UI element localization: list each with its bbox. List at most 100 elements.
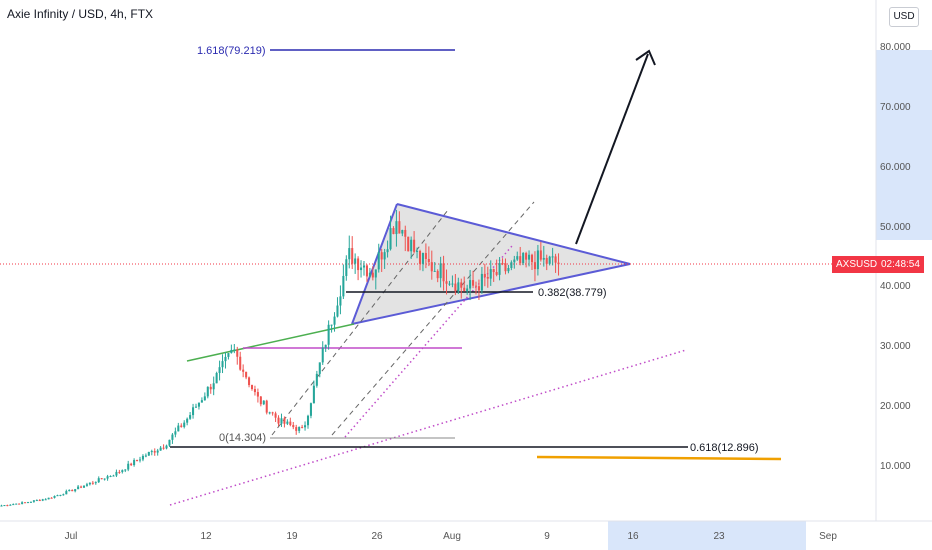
x-tick: Jul [65, 531, 78, 542]
candle-body [321, 347, 324, 363]
arrow-head [635, 49, 656, 66]
price-axis-highlight [876, 50, 932, 240]
candle-body [82, 485, 86, 488]
candle-body [159, 447, 162, 451]
candle-body [268, 412, 271, 414]
candle-body [189, 415, 192, 419]
candle-body [112, 475, 115, 477]
candle-body [516, 256, 519, 260]
candle-body [250, 385, 254, 390]
candle-body [551, 256, 554, 258]
candle-body [100, 478, 103, 480]
time-axis-highlight [608, 521, 806, 550]
candle-body [507, 268, 510, 272]
candle-body [339, 296, 342, 306]
candle-body [457, 282, 460, 292]
candle-body [77, 486, 80, 490]
candle-body [360, 267, 363, 271]
candle-body [44, 499, 47, 501]
candle-body [136, 460, 139, 462]
candle-body [262, 400, 265, 405]
candle-body [168, 439, 171, 446]
candle-body [374, 269, 377, 278]
candle-body [427, 258, 430, 263]
x-tick: Aug [443, 531, 461, 542]
candle-body [153, 451, 156, 453]
candle-body [15, 503, 18, 505]
candle-body [265, 400, 268, 413]
y-tick: 70.000 [880, 102, 911, 113]
dotted-magenta-steep [344, 245, 513, 438]
chart-title: Axie Infinity / USD, 4h, FTX [7, 7, 154, 21]
candle-body [536, 250, 539, 270]
candle-body [371, 272, 374, 278]
candle-body [492, 269, 495, 273]
candle-body [97, 478, 100, 483]
candle-body [56, 495, 59, 497]
candle-body [103, 478, 106, 480]
candle-body [362, 265, 366, 268]
currency-button[interactable]: USD [889, 7, 919, 27]
candle-body [3, 505, 6, 507]
candle-body [392, 228, 395, 235]
candle-body [221, 361, 224, 368]
candle-body [209, 386, 212, 390]
candle-body [274, 413, 277, 418]
candle-body [557, 262, 560, 265]
candle-body [436, 270, 439, 279]
y-tick: 60.000 [880, 162, 911, 173]
candle-body [498, 263, 501, 275]
candle-body [304, 425, 307, 428]
candle-body [439, 263, 442, 279]
candle-body [324, 344, 327, 348]
fib-0-label: 0(14.304) [219, 432, 266, 444]
candle-body [398, 221, 401, 234]
candle-body [38, 500, 41, 502]
candle-body [144, 455, 147, 457]
candle-body [80, 486, 83, 488]
candle-body [539, 250, 542, 260]
candle-body [368, 272, 371, 277]
candle-body [530, 254, 534, 263]
candle-body [12, 504, 15, 506]
candle-body [233, 349, 236, 351]
candle-body [18, 503, 21, 505]
candle-body [242, 369, 245, 372]
candlesticks [0, 209, 560, 507]
candle-body [59, 494, 62, 496]
candle-body [26, 502, 30, 504]
triangle-lower-line [351, 263, 631, 325]
candle-body [35, 500, 38, 502]
candle-body [430, 262, 433, 272]
candle-body [121, 470, 124, 473]
dashed-channel-2 [331, 201, 535, 436]
candle-body [147, 452, 150, 456]
candle-body [141, 455, 144, 460]
candle-body [495, 272, 498, 275]
candle-body [483, 273, 486, 277]
candle-body [525, 253, 528, 260]
candle-body [230, 349, 233, 354]
candle-body [227, 353, 230, 357]
candle-body [88, 482, 91, 485]
candle-body [106, 476, 109, 479]
candle-body [124, 469, 127, 471]
candle-body [348, 248, 351, 260]
candle-body [519, 256, 522, 264]
candle-body [306, 415, 310, 426]
candle-body [206, 386, 209, 397]
x-tick: 19 [286, 531, 298, 542]
candle-body [533, 262, 536, 270]
symbol-price-label: AXSUSD [832, 256, 882, 273]
candle-body [277, 417, 280, 424]
candle-body [150, 451, 153, 453]
candle-body [68, 489, 71, 492]
candle-body [65, 491, 68, 495]
candle-body [212, 383, 215, 390]
candle-body [138, 459, 142, 461]
candle-body [474, 285, 478, 287]
candle-body [239, 356, 242, 370]
fib-0382-label: 0.382(38.779) [538, 287, 607, 299]
candle-body [245, 371, 248, 378]
